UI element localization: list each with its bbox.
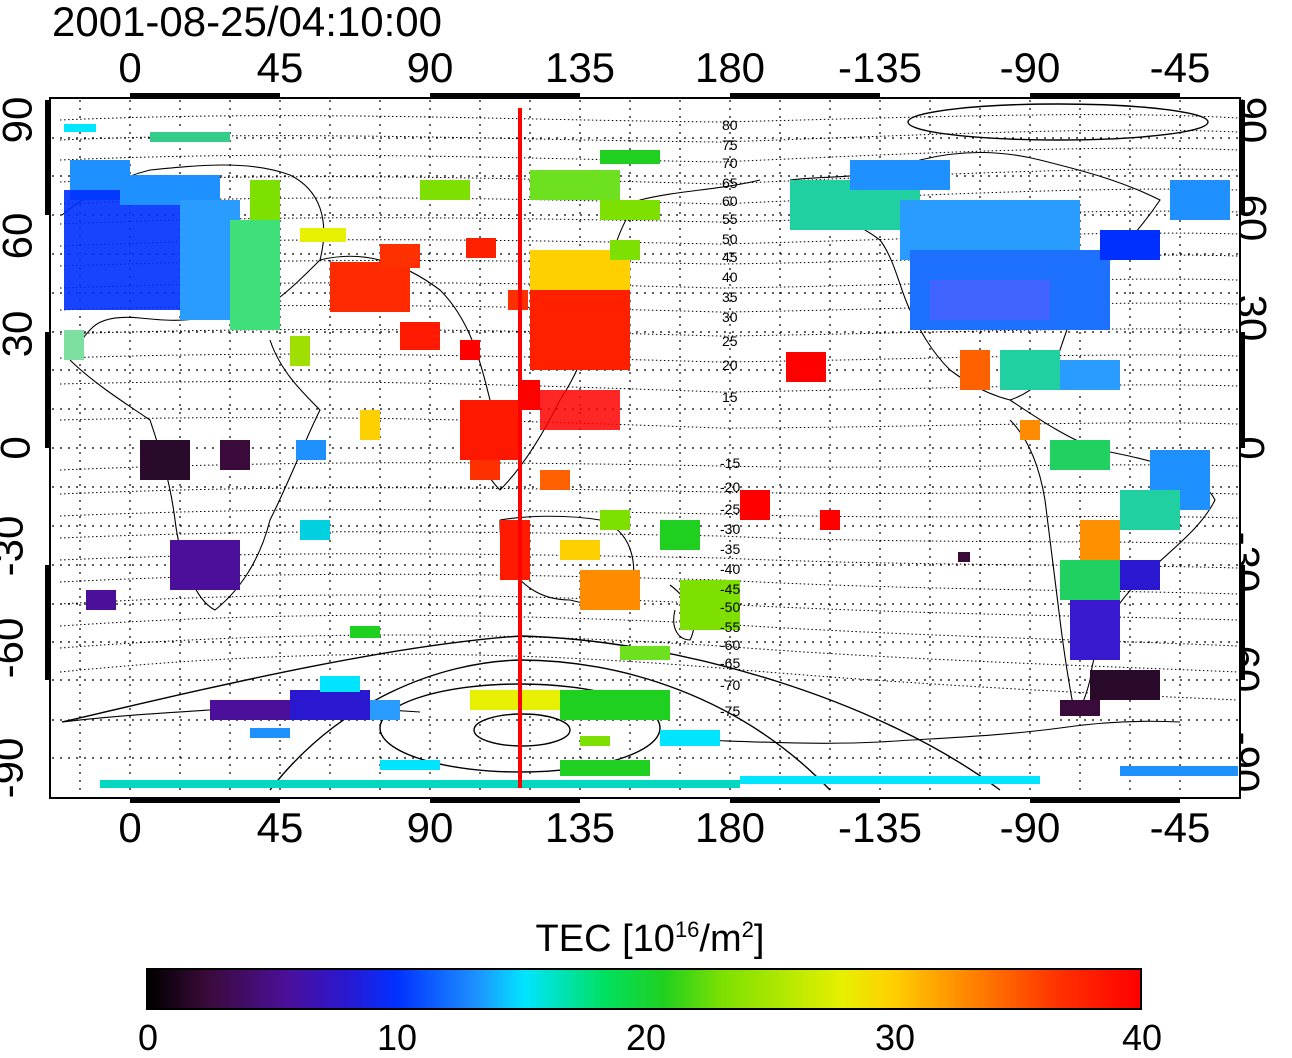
contour-label-m30: -30	[720, 521, 740, 537]
tec-map: 80 75 70 65 60 55 50 45 40 35 30 25 20 1…	[45, 93, 1245, 803]
top-tick-5: -135	[837, 44, 923, 91]
contour-label-20: 20	[722, 357, 738, 373]
contour-label-80: 80	[722, 117, 738, 133]
colorbar-tick-4: 40	[1121, 1017, 1163, 1058]
top-tick-0: 0	[118, 44, 142, 91]
top-tick-7: -45	[1149, 44, 1211, 91]
contour-value-labels: 80 75 70 65 60 55 50 45 40 35 30 25 20 1…	[720, 117, 740, 719]
colorbar-label-exp1: 16	[674, 917, 700, 942]
top-tick-1: 45	[256, 44, 304, 91]
bottom-tick-4: 180	[694, 804, 766, 851]
contour-label-50: 50	[722, 231, 738, 247]
contour-label-30: 30	[722, 309, 738, 325]
contour-label-55: 55	[722, 211, 738, 227]
tec-patches	[64, 124, 1238, 788]
contour-label-m15: -15	[720, 455, 740, 471]
contour-label-70: 70	[722, 155, 738, 171]
colorbar-label-end: ]	[753, 918, 765, 960]
frame-ticks	[45, 93, 1245, 803]
contour-label-m25: -25	[720, 501, 740, 517]
contour-label-40: 40	[722, 269, 738, 285]
contour-label-35: 35	[722, 289, 738, 305]
colorbar-tick-0: 0	[137, 1017, 159, 1058]
top-tick-4: 180	[694, 44, 766, 91]
colorbar-label-main: TEC [10	[535, 918, 675, 960]
bottom-tick-2: 90	[406, 804, 454, 851]
contour-label-m35: -35	[720, 541, 740, 557]
colorbar-tick-1: 10	[376, 1017, 418, 1058]
contour-label-m60: -60	[720, 637, 740, 653]
contour-label-75: 75	[722, 137, 738, 153]
contour-label-m50: -50	[720, 599, 740, 615]
bottom-tick-1: 45	[256, 804, 304, 851]
top-tick-3: 135	[544, 44, 616, 91]
bottom-tick-5: -135	[837, 804, 923, 851]
bottom-tick-6: -90	[999, 804, 1061, 851]
contour-label-25: 25	[722, 333, 738, 349]
contour-label-m70: -70	[720, 677, 740, 693]
top-tick-6: -90	[999, 44, 1061, 91]
colorbar-tick-2: 20	[625, 1017, 667, 1058]
contour-label-65: 65	[722, 175, 738, 191]
colorbar-tick-3: 30	[874, 1017, 916, 1058]
colorbar	[146, 968, 1142, 1010]
magnetic-contours	[59, 114, 1239, 701]
colorbar-label: TEC [1016/m2]	[500, 908, 800, 961]
bottom-tick-7: -45	[1149, 804, 1211, 851]
bottom-tick-3: 135	[544, 804, 616, 851]
contour-label-m45: -45	[720, 581, 740, 597]
top-tick-2: 90	[406, 44, 454, 91]
contour-label-15: 15	[722, 389, 738, 405]
colorbar-label-mid: /m	[699, 918, 742, 960]
plot-title: 2001-08-25/04:10:00	[52, 0, 442, 45]
contour-label-m75: -75	[720, 703, 740, 719]
bottom-tick-0: 0	[118, 804, 142, 851]
contour-label-60: 60	[722, 193, 738, 209]
contour-label-m55: -55	[720, 619, 740, 635]
contour-label-45: 45	[722, 249, 738, 265]
colorbar-label-exp2: 2	[741, 917, 754, 942]
contour-label-m20: -20	[720, 479, 740, 495]
contour-label-m40: -40	[720, 561, 740, 577]
contour-label-m65: -65	[720, 655, 740, 671]
